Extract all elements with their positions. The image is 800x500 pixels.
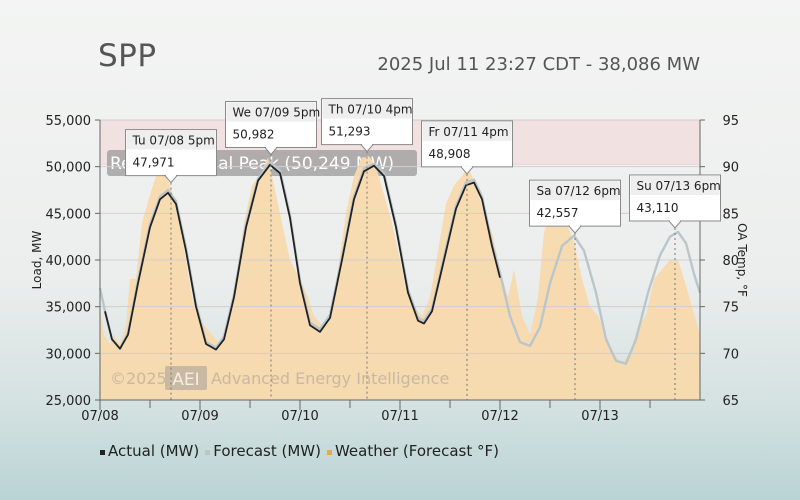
legend-label-forecast: Forecast (MW)	[213, 442, 321, 460]
annotation-value: 47,971	[133, 156, 175, 170]
annotation-value: 48,908	[429, 147, 471, 161]
legend-swatch-weather	[326, 449, 332, 455]
annotation-value: 42,557	[537, 206, 579, 220]
y2-tick-label: 75	[722, 301, 739, 316]
peak-annotation[interactable]: Fr 07/11 4pm 48,908	[421, 120, 513, 400]
y2-tick-label: 70	[722, 347, 739, 362]
annotation-header	[226, 102, 316, 122]
annotation-pointer	[667, 220, 683, 229]
annotation-date: Tu 07/08 5pm	[132, 134, 215, 148]
y-tick-label: 40,000	[46, 254, 92, 269]
y-tick-label: 50,000	[46, 161, 92, 176]
x-tick-label: 07/10	[281, 409, 318, 424]
watermark-copyright: ©2025	[110, 369, 167, 388]
annotation-date: Sa 07/12 6pm	[537, 184, 621, 198]
peak-annotation[interactable]: Tu 07/08 5pm 47,971	[125, 129, 217, 400]
annotation-date: Fr 07/11 4pm	[429, 125, 509, 139]
annotation-date: We 07/09 5pm	[233, 106, 321, 120]
annotation-value: 50,982	[233, 128, 275, 142]
watermark-badge-bg	[165, 366, 207, 390]
actual-line	[104, 163, 501, 351]
y2-tick-label: 85	[722, 207, 739, 222]
status-readout: 2025 Jul 11 23:27 CDT - 38,086 MW	[377, 54, 700, 75]
watermark-badge: AEI	[172, 370, 199, 390]
legend-swatch-forecast	[205, 449, 211, 455]
y-axis-title: Load, MW	[30, 231, 44, 290]
legend-item-forecast[interactable]: Forecast (MW)	[205, 442, 321, 460]
annotation-pointer	[459, 166, 475, 175]
annotation-header	[322, 99, 412, 119]
y2-tick-label: 95	[722, 114, 739, 129]
annotation-header	[126, 130, 216, 150]
y-tick-label: 35,000	[46, 301, 92, 316]
legend-item-actual[interactable]: Actual (MW)	[100, 442, 199, 460]
legend-label-weather: Weather (Forecast °F)	[334, 442, 499, 460]
annotation-pointer	[567, 225, 583, 234]
watermark-name: Advanced Energy Intelligence	[211, 369, 449, 388]
x-tick-label: 07/09	[181, 409, 218, 424]
annotation-date: Su 07/13 6pm	[637, 179, 721, 193]
legend-label-actual: Actual (MW)	[108, 442, 200, 460]
x-tick-label: 07/13	[581, 409, 618, 424]
annotation-header	[530, 181, 620, 201]
y2-axis-title: OA Temp, °F	[735, 223, 749, 297]
annotation-value: 51,293	[329, 125, 371, 139]
annotation-value: 43,110	[637, 201, 679, 215]
x-tick-label: 07/12	[481, 409, 518, 424]
peak-annotation[interactable]: Su 07/13 6pm 43,110	[629, 174, 721, 400]
y2-tick-label: 90	[722, 161, 739, 176]
annotation-date: Th 07/10 4pm	[328, 103, 413, 117]
legend-swatch-actual	[100, 449, 105, 455]
y-tick-label: 30,000	[46, 347, 92, 362]
legend: Actual (MW) Forecast (MW) Weather (Forec…	[100, 442, 499, 460]
peak-annotation[interactable]: We 07/09 5pm 50,982	[225, 101, 321, 400]
annotation-header	[630, 175, 720, 195]
y-tick-label: 55,000	[46, 114, 92, 129]
peak-annotation[interactable]: Th 07/10 4pm 51,293	[321, 98, 413, 400]
chart-title: SPP	[98, 38, 157, 74]
x-tick-label: 07/08	[81, 409, 118, 424]
y2-tick-label: 80	[722, 254, 739, 269]
y2-tick-label: 65	[722, 394, 739, 409]
y-tick-label: 25,000	[46, 394, 92, 409]
legend-item-weather[interactable]: Weather (Forecast °F)	[326, 442, 499, 460]
x-tick-label: 07/11	[381, 409, 418, 424]
y-tick-label: 45,000	[46, 207, 92, 222]
annotation-header	[422, 121, 512, 141]
peak-annotation[interactable]: Sa 07/12 6pm 42,557	[529, 179, 621, 400]
